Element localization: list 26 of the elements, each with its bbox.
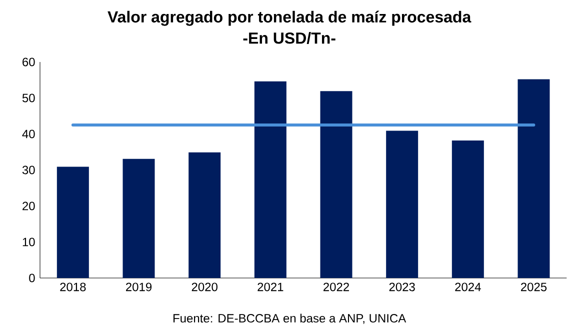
y-tick-label: 30 [22, 166, 35, 174]
bar [518, 79, 550, 278]
bar [56, 166, 89, 278]
bar [254, 81, 286, 278]
chart-title: Valor agregado por tonelada de maíz procesada [108, 10, 472, 26]
x-tick-label: 2021 [258, 282, 284, 292]
y-tick-label: 60 [22, 58, 35, 66]
bar [122, 158, 155, 278]
y-tick-label: 20 [22, 202, 35, 210]
bar [320, 91, 352, 278]
bar [452, 140, 484, 278]
bar [386, 130, 418, 278]
x-tick-label: 2022 [324, 282, 349, 292]
x-tick-label: 2020 [192, 282, 218, 292]
x-tick-label: 2023 [389, 282, 415, 292]
chart-subtitle: -En USD/Tn- [243, 32, 336, 44]
y-tick-label: 0 [29, 274, 35, 282]
y-tick-label: 40 [22, 130, 35, 138]
x-tick-label: 2018 [60, 282, 86, 292]
x-tick-label: 2025 [521, 282, 547, 292]
y-tick-label: 10 [22, 238, 35, 246]
source-note: Fuente: DE-BCCBA en base a ANP, UNICA [173, 314, 406, 324]
x-tick-label: 2019 [126, 282, 152, 292]
y-tick-label: 50 [22, 94, 35, 102]
x-tick-label: 2024 [455, 282, 481, 292]
bar [188, 152, 221, 278]
